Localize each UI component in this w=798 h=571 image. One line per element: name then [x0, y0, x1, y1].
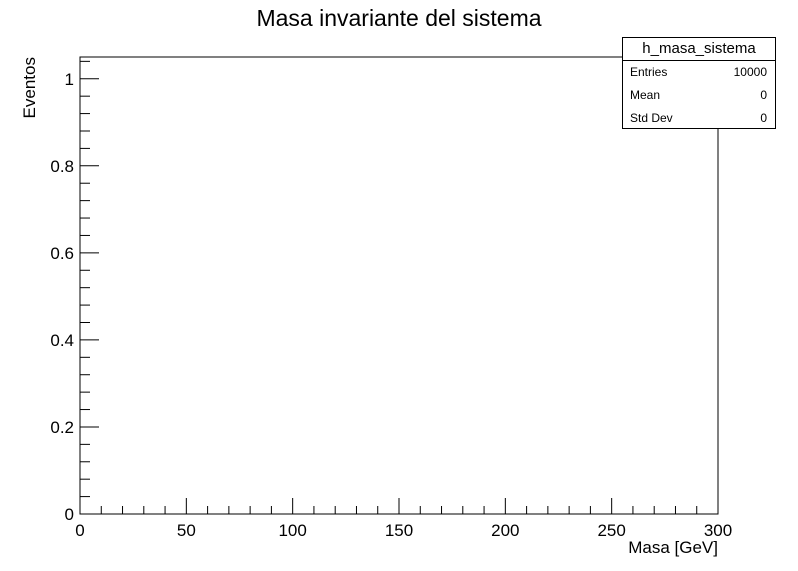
stats-label-stddev: Std Dev	[630, 111, 673, 125]
y-tick-label: 0.4	[50, 331, 74, 350]
y-axis-label: Eventos	[20, 57, 39, 118]
x-tick-label: 0	[75, 521, 84, 540]
stats-box: h_masa_sistema Entries 10000 Mean 0 Std …	[622, 37, 776, 129]
y-tick-label: 0.6	[50, 244, 74, 263]
stats-row-stddev: Std Dev 0	[623, 107, 775, 130]
stats-value-mean: 0	[760, 88, 767, 102]
x-axis-label: Masa [GeV]	[628, 538, 718, 557]
x-tick-label: 100	[278, 521, 306, 540]
x-tick-label: 150	[385, 521, 413, 540]
x-tick-label: 50	[177, 521, 196, 540]
y-tick-label: 1	[65, 70, 74, 89]
y-tick-label: 0.8	[50, 157, 74, 176]
y-tick-label: 0.2	[50, 418, 74, 437]
chart-title: Masa invariante del sistema	[256, 5, 542, 31]
x-tick-label: 250	[597, 521, 625, 540]
stats-label-mean: Mean	[630, 88, 661, 102]
stats-row-mean: Mean 0	[623, 84, 775, 107]
stats-value-entries: 10000	[733, 65, 767, 79]
stats-value-stddev: 0	[760, 111, 767, 125]
stats-row-entries: Entries 10000	[623, 61, 775, 84]
x-tick-label: 200	[491, 521, 519, 540]
x-tick-label: 300	[704, 521, 732, 540]
stats-label-entries: Entries	[630, 65, 668, 79]
stats-box-title: h_masa_sistema	[623, 38, 775, 61]
y-tick-label: 0	[65, 505, 74, 524]
